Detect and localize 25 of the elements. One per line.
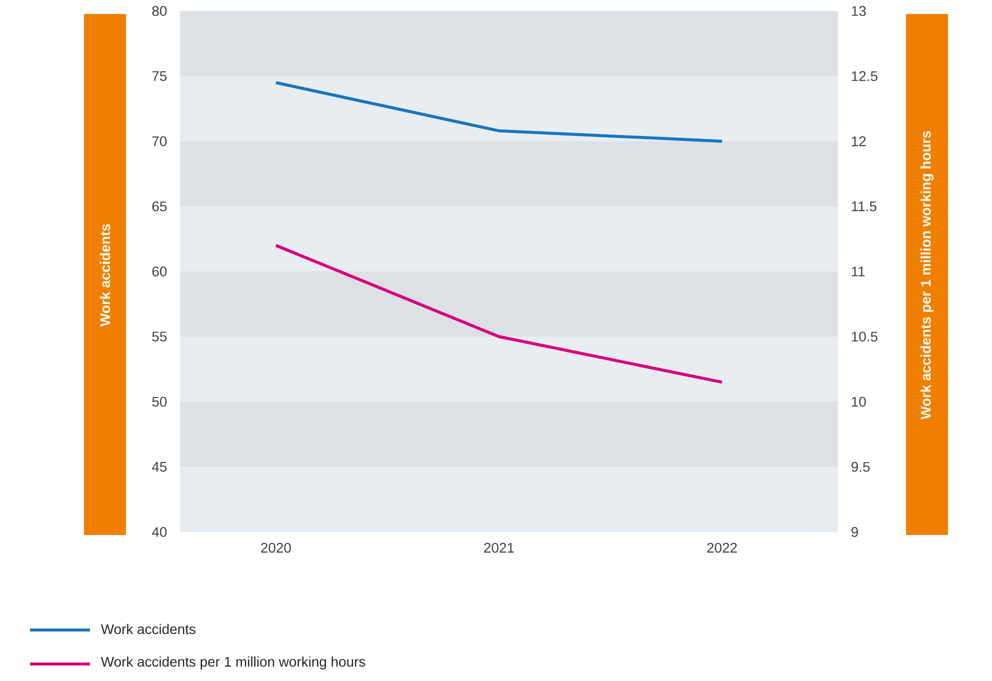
y2-tick-label: 12 <box>852 136 866 146</box>
y2-tick-label: 10.5 <box>852 332 878 342</box>
legend-label: Work accidents <box>100 624 196 634</box>
y2-tick-label: 9 <box>852 527 858 537</box>
y2-tick-label: 11.5 <box>852 201 876 212</box>
x-tick-label: 2021 <box>484 542 514 553</box>
y-tick-label: 70 <box>152 136 167 146</box>
y-axis-title: Work accidents <box>100 224 110 326</box>
y-tick-label: 45 <box>152 462 167 472</box>
y-tick-label: 75 <box>152 71 167 81</box>
y-tick-label: 80 <box>152 6 167 16</box>
y-tick-label: 55 <box>152 332 167 342</box>
y2-tick-label: 10 <box>852 396 866 407</box>
x-tick-label: 2022 <box>707 542 737 553</box>
y2-axis-title: Work accidents per 1 million working hours <box>920 131 934 420</box>
y2-tick-label: 13 <box>852 6 866 16</box>
y2-tick-label: 11 <box>852 266 865 276</box>
y-tick-label: 60 <box>152 266 167 276</box>
y-tick-label: 40 <box>152 527 167 537</box>
legend-label: Work accidents per 1 million working hours <box>100 656 366 670</box>
y-tick-label: 65 <box>152 201 167 212</box>
y2-tick-label: 12.5 <box>852 71 878 82</box>
x-tick-label: 2020 <box>261 542 291 553</box>
y-tick-label: 50 <box>152 396 167 407</box>
y2-tick-label: 9.5 <box>852 462 870 472</box>
